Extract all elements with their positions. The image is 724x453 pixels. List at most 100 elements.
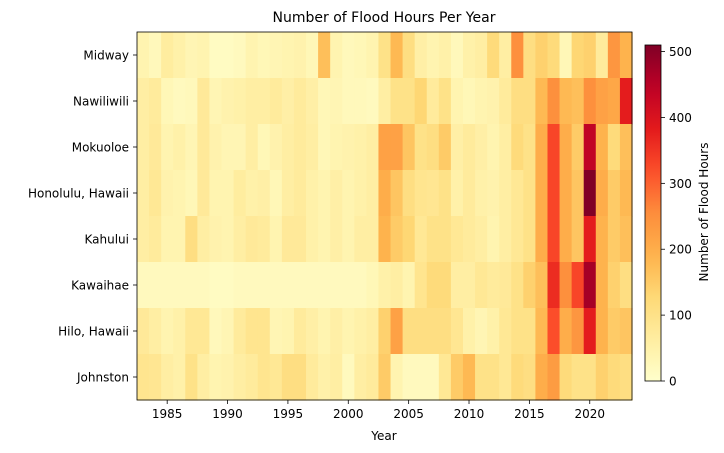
heatmap-cell (173, 78, 186, 125)
heatmap-cell (197, 308, 211, 355)
heatmap-cell (173, 354, 186, 401)
heatmap-cell (414, 124, 428, 171)
heatmap-cell (450, 262, 464, 309)
heatmap-cell (185, 262, 198, 309)
heatmap-cell (221, 78, 235, 125)
heatmap-cell (462, 216, 476, 263)
heatmap-cell (583, 308, 597, 355)
heatmap-cell (306, 216, 319, 263)
heatmap-cell (595, 308, 609, 355)
heatmap-cell (523, 354, 537, 401)
heatmap-cell (390, 170, 404, 217)
heatmap-cell (559, 78, 573, 125)
heatmap-cell (535, 78, 549, 125)
heatmap-cell (197, 124, 211, 171)
heatmap-cell (221, 308, 235, 355)
heatmap-cell (209, 262, 223, 309)
heatmap-cell (450, 308, 464, 355)
heatmap-cell (607, 78, 621, 125)
heatmap-cell (414, 78, 428, 125)
heatmap-cell (583, 78, 597, 125)
heatmap-cell (330, 216, 343, 263)
heatmap-cell (438, 308, 452, 355)
heatmap-cell (559, 216, 573, 263)
heatmap-cell (161, 32, 174, 79)
heatmap-cell (209, 32, 223, 79)
heatmap-cell (414, 308, 428, 355)
heatmap-cell (462, 308, 476, 355)
x-tick-label: 2005 (393, 407, 424, 421)
heatmap-cell (257, 78, 271, 125)
heatmap-cell (475, 124, 488, 171)
heatmap-cell (402, 32, 416, 79)
heatmap-cell (378, 262, 392, 309)
heatmap-cell (281, 262, 295, 309)
heatmap-cell (173, 32, 186, 79)
heatmap-cell (161, 170, 174, 217)
heatmap-cell (185, 124, 198, 171)
heatmap-cell (619, 354, 633, 401)
heatmap-cell (547, 32, 561, 79)
heatmap-cell (354, 216, 367, 263)
heatmap-cell (185, 308, 198, 355)
y-tick-label: Honolulu, Hawaii (28, 187, 129, 201)
x-axis-label: Year (370, 429, 396, 443)
colorbar-tick-label: 500 (669, 45, 692, 59)
heatmap-cell (293, 78, 307, 125)
heatmap-cell (161, 262, 174, 309)
heatmap-cell (487, 32, 500, 79)
heatmap-cell (149, 78, 162, 125)
heatmap-cell (318, 216, 331, 263)
heatmap-cell (318, 124, 331, 171)
heatmap-cell (281, 308, 295, 355)
heatmap-cell (511, 216, 524, 263)
heatmap-cell (137, 124, 150, 171)
heatmap-cell (547, 170, 561, 217)
heatmap-cell (607, 124, 621, 171)
x-axis: 1985 1990 1995 2000 2005 2010 2015 2020 (152, 400, 605, 421)
y-tick-label: Midway (83, 49, 129, 63)
heatmap-cell (269, 216, 283, 263)
heatmap-cell (257, 354, 271, 401)
heatmap-cell (161, 78, 174, 125)
heatmap-cell (378, 124, 392, 171)
heatmap-cell (511, 170, 524, 217)
heatmap-cell (595, 78, 609, 125)
heatmap-cell (306, 262, 319, 309)
heatmap-cell (257, 32, 271, 79)
heatmap-cell (499, 262, 512, 309)
heatmap-cell (233, 170, 247, 217)
heatmap-cell (450, 78, 464, 125)
heatmap-cell (462, 170, 476, 217)
heatmap-cell (607, 32, 621, 79)
heatmap-cell (257, 308, 271, 355)
x-tick-label: 1990 (212, 407, 243, 421)
heatmap-cell (281, 216, 295, 263)
heatmap-cell (523, 308, 537, 355)
heatmap-cell (438, 170, 452, 217)
heatmap-cell (173, 262, 186, 309)
heatmap-cell (293, 216, 307, 263)
chart-title: Number of Flood Hours Per Year (273, 10, 496, 26)
heatmap-cell (306, 354, 319, 401)
heatmap-cell (523, 170, 537, 217)
heatmap-cell (426, 124, 440, 171)
heatmap-cell (306, 170, 319, 217)
x-tick-label: 1985 (152, 407, 183, 421)
heatmap-cell (535, 216, 549, 263)
heatmap-cell (209, 170, 223, 217)
heatmap-cell (293, 124, 307, 171)
heatmap-cell (595, 216, 609, 263)
heatmap-cell (426, 262, 440, 309)
heatmap-cell (547, 124, 561, 171)
heatmap-cell (185, 216, 198, 263)
heatmap-cell (426, 78, 440, 125)
heatmap-cell (390, 216, 404, 263)
heatmap-cell (281, 32, 295, 79)
heatmap-cell (402, 216, 416, 263)
heatmap-cell (475, 308, 488, 355)
colorbar-tick-label: 400 (669, 111, 692, 125)
heatmap-cell (366, 124, 380, 171)
heatmap-cell (619, 216, 633, 263)
heatmap-cell (185, 78, 198, 125)
